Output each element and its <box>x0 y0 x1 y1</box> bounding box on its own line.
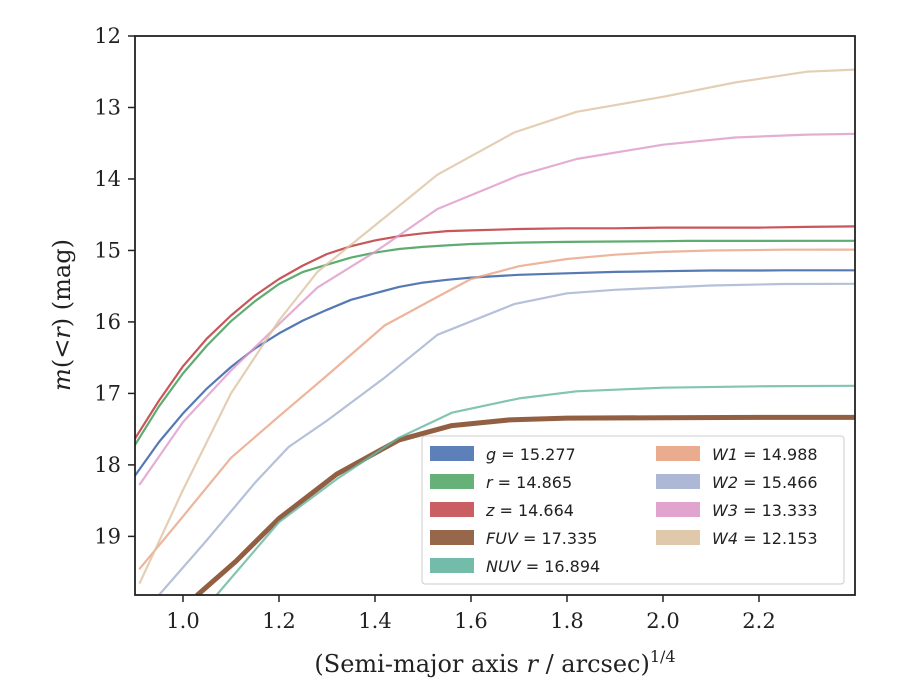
y-axis: 12 13 14 15 16 17 18 19 <box>94 24 135 548</box>
legend-swatch-fuv <box>430 530 474 545</box>
x-axis: 1.0 1.2 1.4 1.6 1.8 2.0 2.2 <box>166 595 776 633</box>
series-line-nuv <box>215 384 855 595</box>
x-tick-label: 1.8 <box>550 609 583 633</box>
legend: g = 15.277 r = 14.865 z = 14.664 FUV = 17.3… <box>421 435 845 585</box>
y-tick-label: 12 <box>94 24 121 48</box>
y-tick-label: 18 <box>94 453 121 477</box>
series-line-w4 <box>138 68 855 584</box>
legend-frame <box>421 435 845 585</box>
legend-swatch-w1 <box>656 446 700 461</box>
legend-label-nuv: NUV = 16.894 <box>486 557 600 576</box>
y-axis-label: m(<r) (mag) <box>48 239 76 391</box>
plot-frame <box>134 35 856 596</box>
y-tick-label: 16 <box>94 310 121 334</box>
y-tick-label: 17 <box>94 381 121 405</box>
series-layer <box>135 68 855 595</box>
legend-swatch-w2 <box>656 474 700 489</box>
series-line-w1 <box>138 248 855 570</box>
x-tick-label: 1.2 <box>262 609 295 633</box>
legend-swatch-g <box>430 446 474 461</box>
y-tick-label: 13 <box>94 95 121 119</box>
y-tick-label: 15 <box>94 238 121 262</box>
legend-label-w3: W3 = 13.333 <box>712 501 818 520</box>
series-line-r <box>135 239 855 446</box>
x-tick-label: 2.2 <box>742 609 775 633</box>
legend-label-fuv: FUV = 17.335 <box>486 529 597 548</box>
legend-label-w4: W4 = 12.153 <box>712 529 818 548</box>
legend-label-r: r = 14.865 <box>486 473 572 492</box>
y-tick-label: 14 <box>94 167 121 191</box>
series-line-fuv <box>194 414 855 595</box>
legend-label-g: g = 15.277 <box>486 445 576 464</box>
series-line-w3 <box>138 132 855 486</box>
x-tick-label: 1.4 <box>358 609 391 633</box>
legend-swatch-w3 <box>656 502 700 517</box>
x-axis-label: (Semi-major axis r / arcsec)1/4 <box>314 647 675 678</box>
y-tick-label: 19 <box>94 524 121 548</box>
x-tick-label: 1.6 <box>454 609 487 633</box>
x-tick-label: 1.0 <box>166 609 199 633</box>
legend-label-w1: W1 = 14.988 <box>712 445 818 464</box>
legend-label-z: z = 14.664 <box>485 501 574 520</box>
series-line-g <box>135 269 855 477</box>
series-line-w2 <box>157 282 855 595</box>
legend-swatch-r <box>430 474 474 489</box>
legend-label-w2: W2 = 15.466 <box>712 473 818 492</box>
legend-swatch-w4 <box>656 530 700 545</box>
legend-swatch-nuv <box>430 558 474 573</box>
x-tick-label: 2.0 <box>646 609 679 633</box>
legend-swatch-z <box>430 502 474 517</box>
